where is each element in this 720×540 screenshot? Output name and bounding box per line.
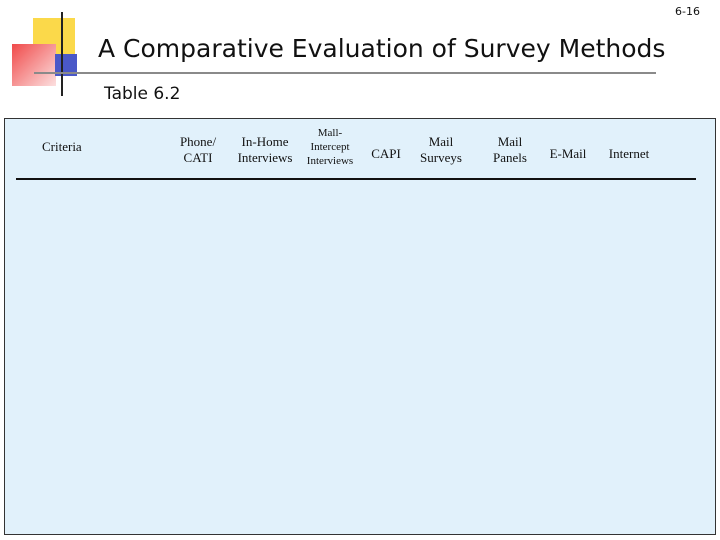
column-header-line: CAPI (371, 146, 401, 161)
column-header: Phone/CATI (180, 134, 216, 166)
table (4, 118, 716, 535)
column-header: Internet (609, 146, 649, 162)
column-header-line: Criteria (42, 139, 82, 154)
deco-vertical-line (61, 12, 63, 96)
column-header: In-Home Interviews (238, 134, 293, 166)
column-header-line: Internet (608, 146, 650, 161)
table-caption: Table 6.2 (104, 84, 181, 104)
column-header-line: Mall- (317, 127, 343, 139)
column-header-line: Interviews (306, 155, 354, 167)
page-number: 6-16 (675, 5, 700, 18)
title-rule (34, 72, 656, 74)
column-header-line: Interviews (237, 150, 293, 165)
slide-title: A Comparative Evaluation of Survey Metho… (98, 34, 666, 63)
column-header-line: Mail (497, 134, 523, 149)
column-header: Mall- Intercept Interviews (307, 126, 353, 168)
column-header: Criteria (42, 139, 82, 155)
column-header: CAPI (371, 146, 401, 162)
deco-blue-square (55, 54, 77, 76)
column-header-line: In-Home (241, 134, 289, 149)
column-header-line: CATI (183, 150, 213, 165)
header-rule (16, 178, 696, 180)
column-header: E-Mail (550, 146, 587, 162)
column-header-line: Phone/ (179, 134, 217, 149)
column-header-line: Surveys (420, 150, 462, 165)
column-header-line: Mail (428, 134, 454, 149)
column-header-line: E-Mail (549, 146, 587, 161)
column-header-line: Intercept (310, 141, 350, 153)
column-header: Mail Panels (493, 134, 527, 166)
column-header-line: Panels (493, 150, 527, 165)
deco-red-square (12, 44, 56, 86)
column-header: Mail Surveys (420, 134, 462, 166)
